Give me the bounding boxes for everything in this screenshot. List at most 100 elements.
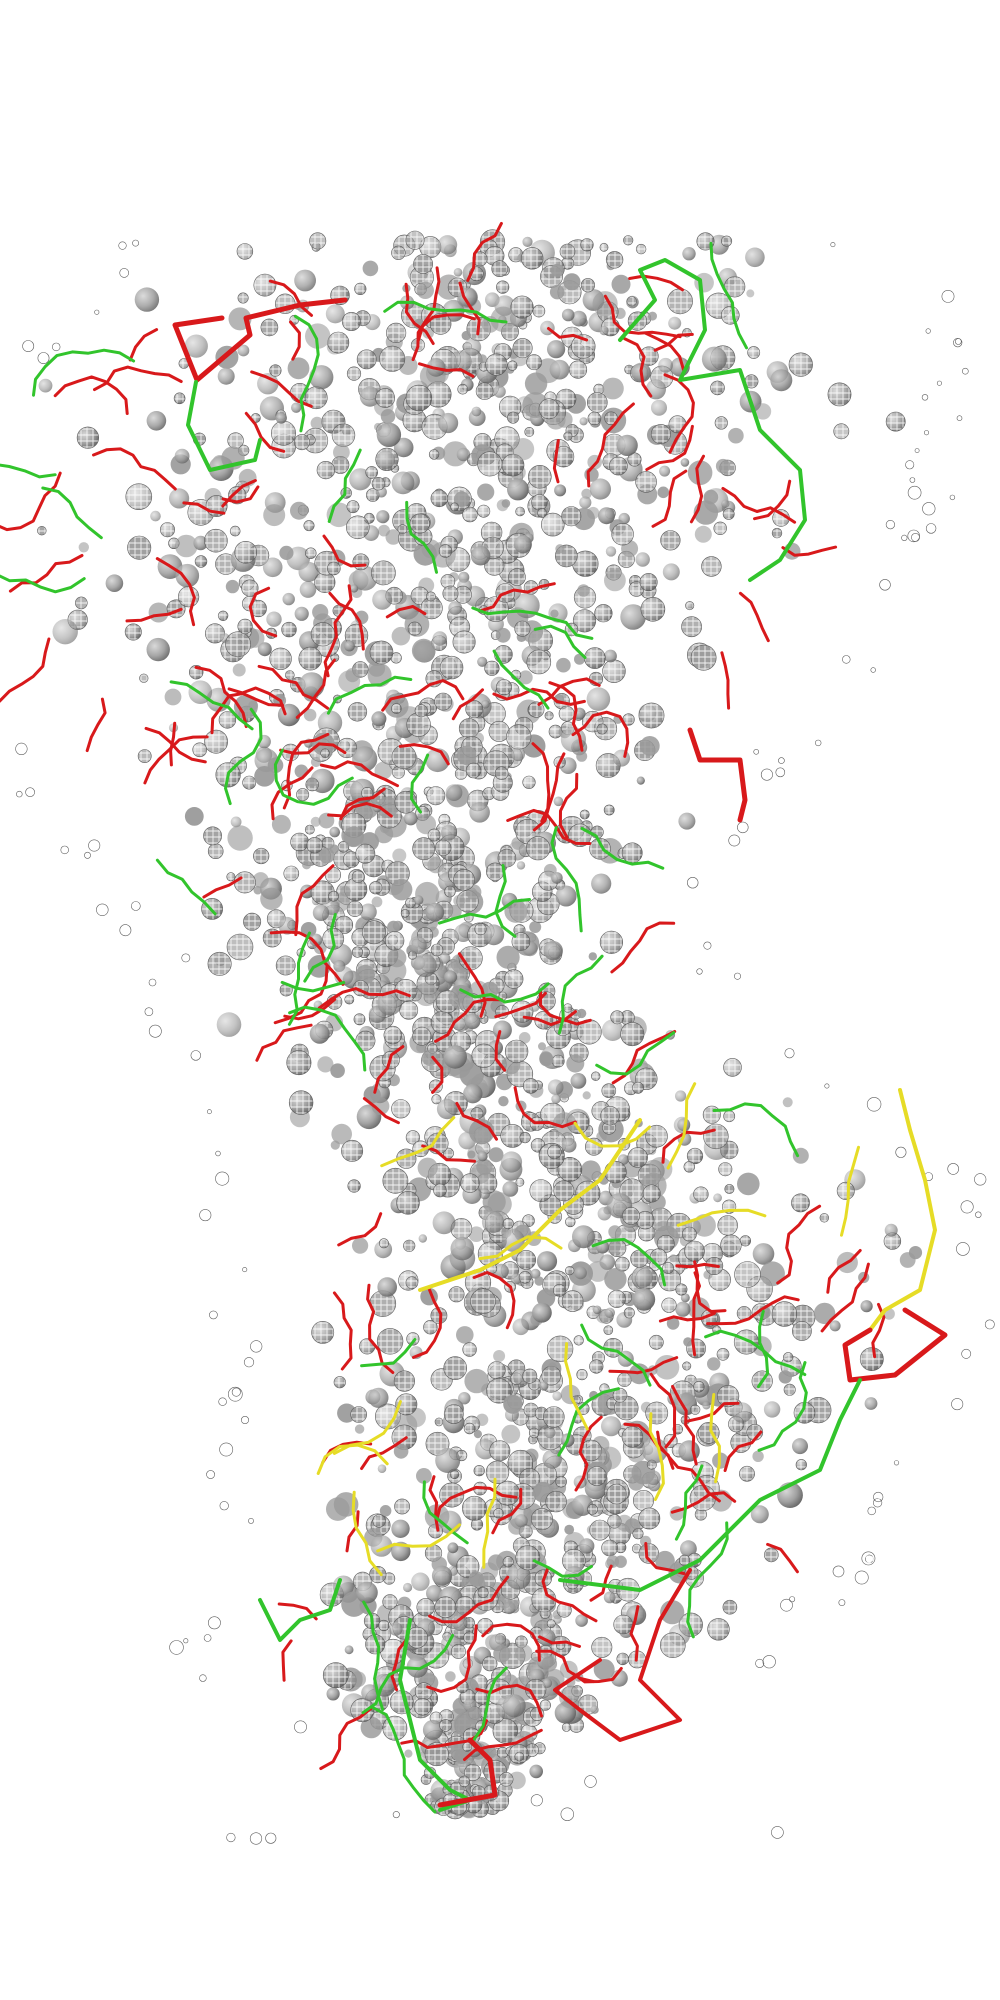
- density-blob: [458, 1392, 471, 1405]
- density-blob: [438, 412, 459, 434]
- density-blob: [469, 802, 490, 823]
- density-blob: [418, 1234, 427, 1243]
- density-mesh: [356, 349, 377, 370]
- density-blob: [553, 796, 564, 807]
- density-blob: [298, 561, 319, 583]
- stray-density-blob: [51, 342, 61, 352]
- density-blob: [317, 1056, 334, 1073]
- yellow-backbone-fragment: [482, 1477, 497, 1569]
- red-backbone-fragment: [128, 328, 159, 362]
- density-mesh: [632, 1490, 654, 1512]
- density-blob: [492, 1020, 512, 1040]
- stray-density-blob: [199, 1674, 207, 1682]
- density-blob: [450, 1236, 475, 1261]
- stray-density-blob: [824, 1083, 830, 1089]
- red-backbone-fragment: [428, 1575, 510, 1624]
- density-mesh: [253, 847, 270, 865]
- red-backbone-fragment: [255, 1023, 313, 1062]
- density-mesh: [576, 1368, 588, 1381]
- density-blob: [481, 699, 490, 709]
- density-blob: [294, 606, 309, 621]
- stray-density-blob: [760, 768, 773, 781]
- green-backbone-fragment: [32, 348, 136, 397]
- density-mesh: [621, 842, 643, 864]
- density-mesh: [298, 646, 323, 671]
- red-backbone-fragment: [623, 337, 653, 398]
- density-blob: [411, 638, 436, 663]
- density-mesh: [783, 1352, 794, 1363]
- density-blob: [613, 749, 630, 767]
- density-mesh: [486, 862, 505, 881]
- density-mesh: [443, 1404, 464, 1425]
- red-backbone-fragment: [532, 752, 566, 832]
- density-mesh: [125, 483, 153, 511]
- density-blob: [731, 1402, 753, 1423]
- red-backbone-fragment: [466, 221, 503, 282]
- stray-density-blob: [241, 1416, 250, 1425]
- density-mesh: [561, 1290, 584, 1312]
- density-blob: [393, 437, 414, 458]
- density-blob: [422, 1719, 443, 1740]
- density-blob: [504, 899, 528, 923]
- density-mesh: [568, 360, 588, 379]
- red-backbone-fragment: [323, 584, 353, 678]
- density-blob: [416, 1468, 432, 1484]
- density-blob: [463, 1084, 483, 1104]
- stray-density-blob: [778, 757, 785, 764]
- density-blob: [576, 1008, 587, 1019]
- yellow-backbone-fragment: [666, 1082, 697, 1170]
- density-mesh: [310, 622, 336, 647]
- stray-density-blob: [925, 523, 937, 534]
- density-mesh: [530, 1508, 553, 1531]
- density-mesh: [662, 1262, 674, 1274]
- green-backbone-fragment: [532, 1559, 593, 1578]
- density-blob: [287, 357, 310, 380]
- density-blob: [530, 1268, 541, 1279]
- red-backbone-fragment: [629, 1605, 640, 1662]
- yellow-backbone-fragment: [380, 1116, 456, 1168]
- density-mesh: [589, 1359, 604, 1374]
- stray-density-blob: [842, 655, 851, 664]
- stray-density-blob: [775, 767, 786, 778]
- density-mesh: [405, 1276, 419, 1289]
- density-blob: [493, 1350, 506, 1362]
- density-mesh: [518, 1271, 532, 1284]
- stray-density-blob: [830, 242, 836, 248]
- density-blob: [829, 1320, 841, 1332]
- density-blob: [148, 602, 169, 623]
- density-mesh: [792, 1321, 812, 1341]
- density-blob: [448, 984, 474, 1010]
- density-mesh: [586, 392, 608, 413]
- density-mesh: [470, 1107, 484, 1120]
- density-blob: [680, 1293, 690, 1303]
- stray-density-blob: [250, 1340, 263, 1353]
- density-blob: [518, 1032, 531, 1044]
- density-blob: [217, 367, 235, 385]
- density-blob: [344, 640, 355, 652]
- density-blob: [628, 1475, 644, 1491]
- density-mesh: [412, 837, 436, 861]
- density-mesh: [547, 1144, 562, 1160]
- density-mesh: [502, 1217, 514, 1230]
- density-blob: [271, 814, 291, 834]
- density-blob: [393, 1444, 409, 1459]
- backbone-traces: [0, 221, 948, 1814]
- green-loop-top-right: [618, 258, 807, 582]
- density-blob: [587, 506, 600, 520]
- density-blob: [421, 1049, 439, 1067]
- density-mesh: [739, 1235, 752, 1247]
- density-blob: [310, 416, 324, 430]
- density-blob: [356, 1581, 378, 1604]
- red-backbone-fragment: [93, 365, 183, 392]
- density-blob: [225, 579, 240, 594]
- density-blob: [326, 1687, 340, 1701]
- density-mesh: [545, 1490, 567, 1513]
- red-backbone-fragment: [319, 1707, 373, 1770]
- stray-density-blob: [199, 1209, 212, 1222]
- density-blob: [275, 412, 287, 424]
- density-mesh: [341, 311, 361, 331]
- green-backbone-fragment: [0, 463, 57, 479]
- density-blob: [576, 750, 588, 762]
- stray-density-blob: [954, 338, 962, 345]
